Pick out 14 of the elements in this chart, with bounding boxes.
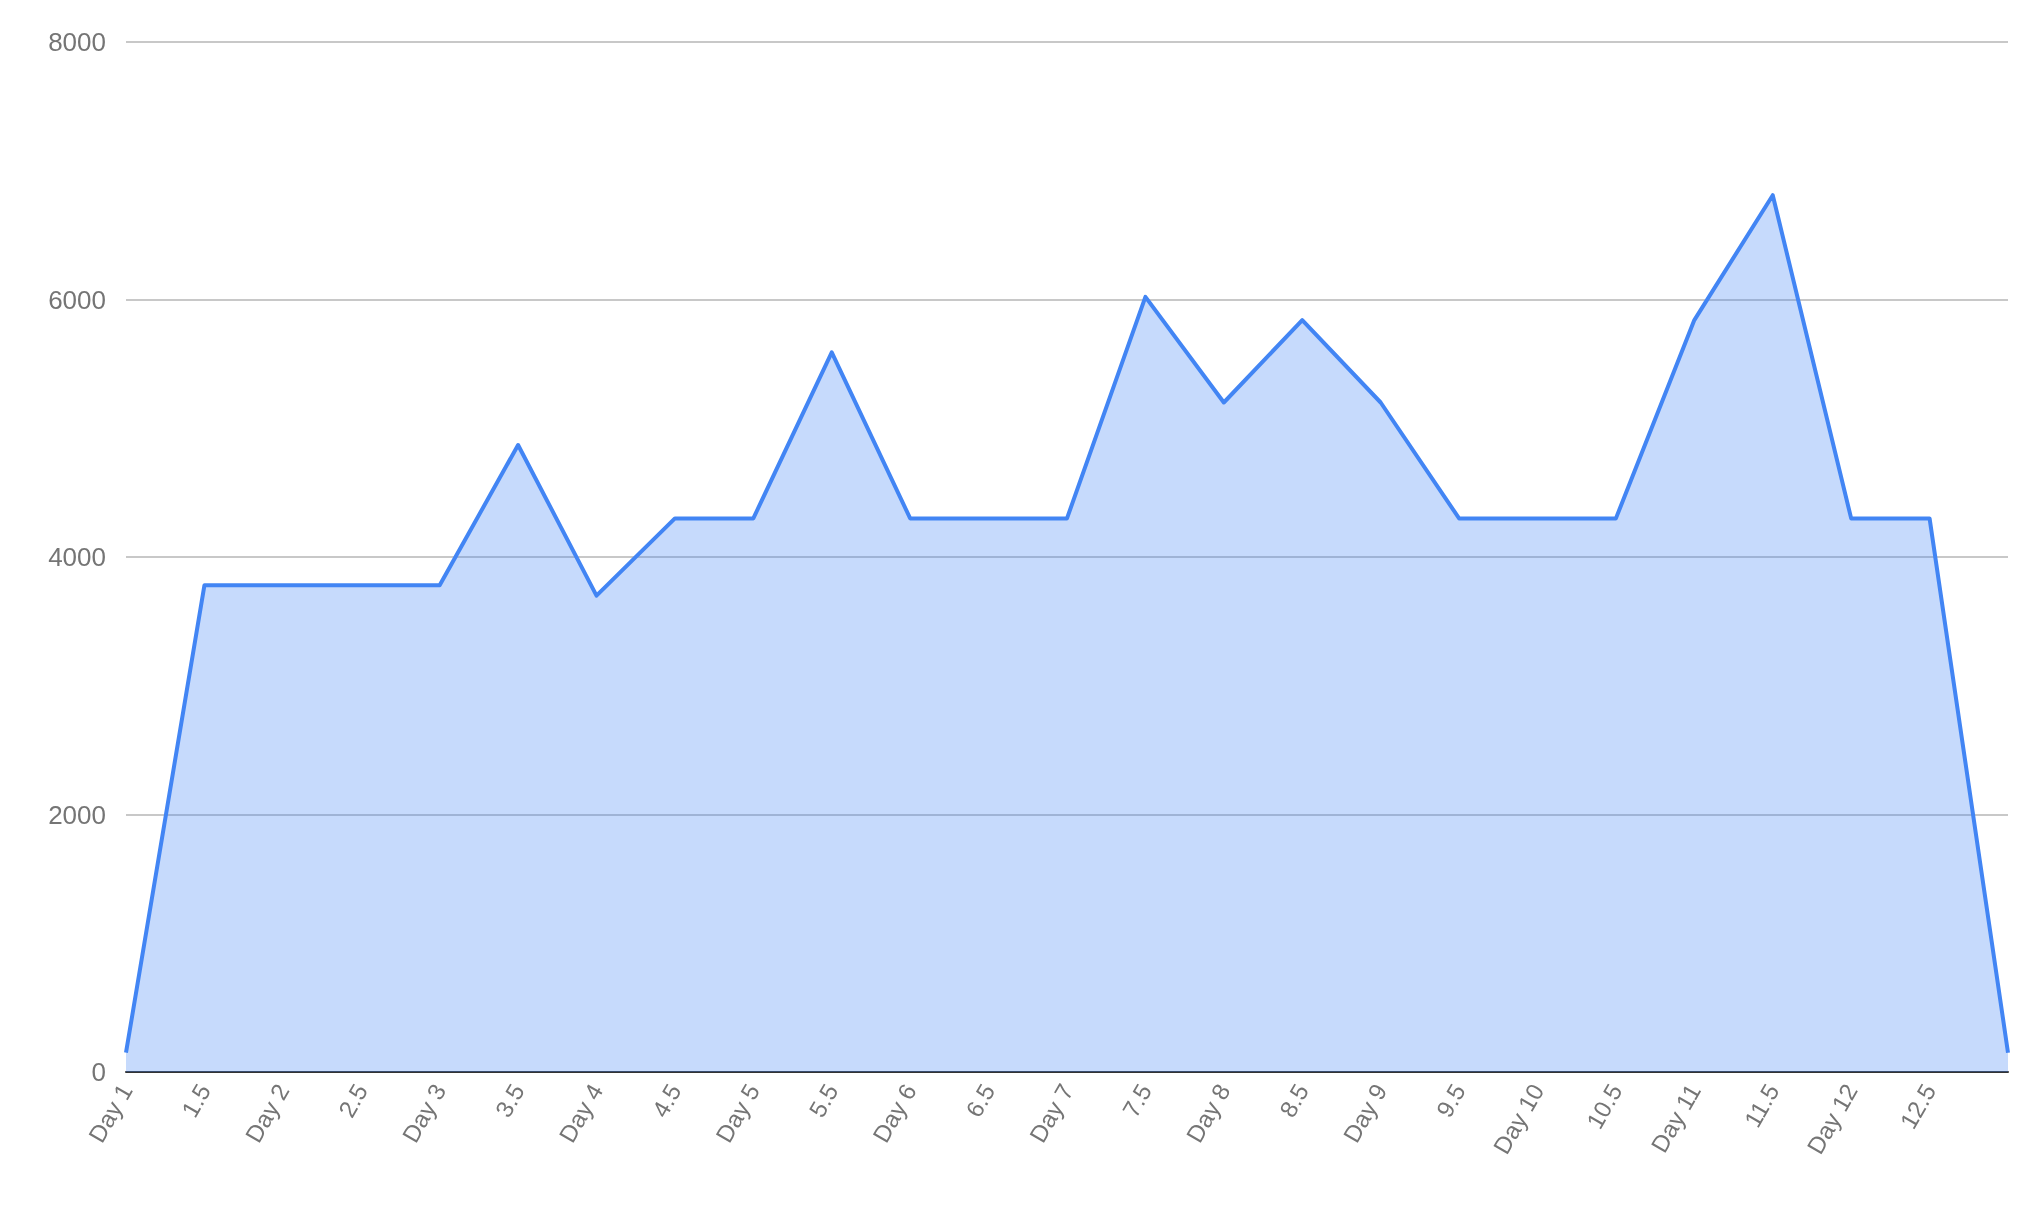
x-tick-label: 7.5 [1117,1079,1158,1122]
x-tick-label: 5.5 [803,1079,844,1122]
y-tick-label: 6000 [48,284,106,315]
x-tick-label: 9.5 [1430,1079,1471,1122]
y-tick-label: 4000 [48,542,106,572]
x-tick-label: 1.5 [176,1079,217,1122]
x-tick-label: 4.5 [646,1079,687,1122]
y-tick-label: 0 [91,1057,106,1087]
x-tick-label: 8.5 [1273,1079,1314,1122]
y-tick-label: 8000 [48,27,106,57]
y-tick-label: 2000 [48,799,106,830]
x-tick-label: 6.5 [960,1079,1001,1122]
x-tick-label: 3.5 [489,1079,530,1122]
x-tick-label: 2.5 [332,1079,373,1122]
